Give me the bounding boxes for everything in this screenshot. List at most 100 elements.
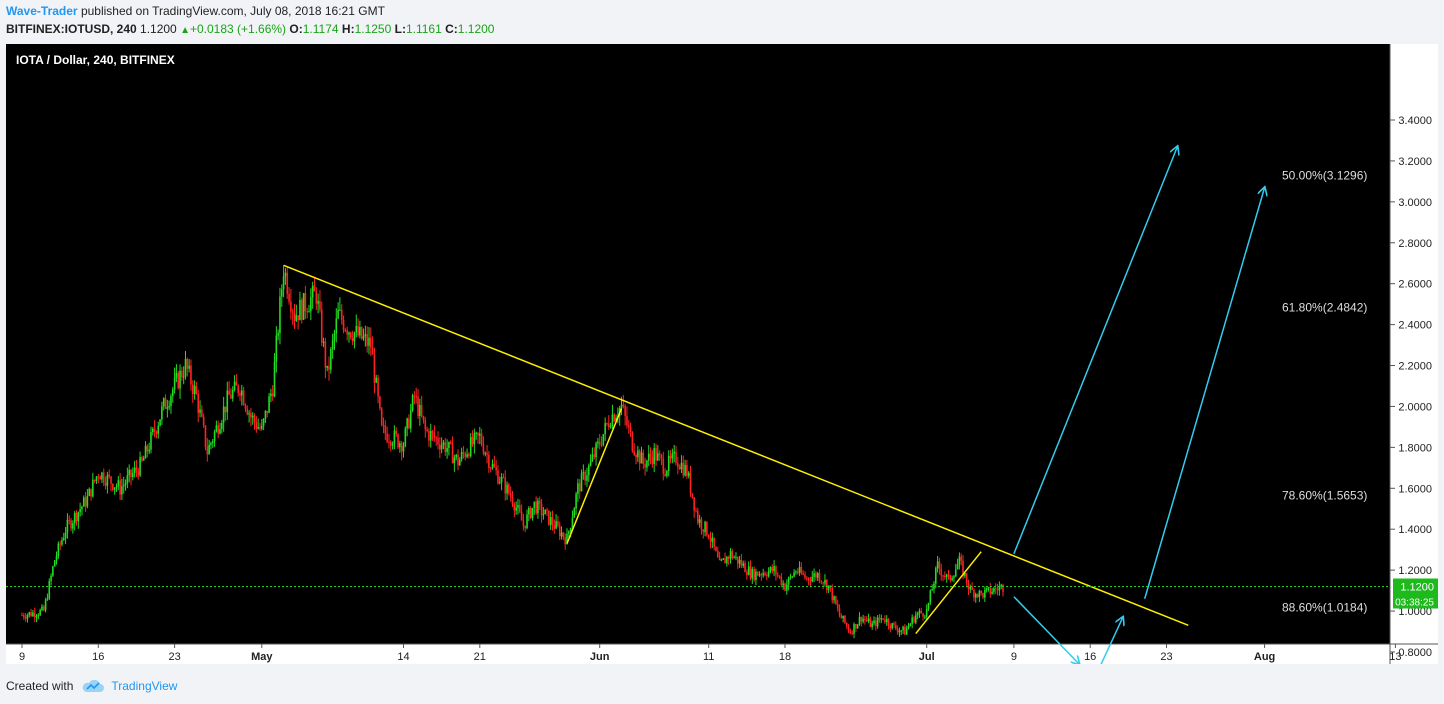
candle-body bbox=[331, 340, 334, 350]
x-tick-label: 21 bbox=[474, 651, 486, 663]
candle-body bbox=[166, 407, 169, 409]
candle-body bbox=[811, 576, 814, 582]
candle-body bbox=[350, 332, 352, 338]
candle-body bbox=[375, 377, 378, 383]
candle-body bbox=[190, 365, 192, 385]
projection-arrow bbox=[1013, 147, 1178, 555]
candle-body bbox=[397, 434, 399, 448]
candle-body bbox=[588, 465, 590, 476]
candle-body bbox=[560, 532, 563, 537]
candle-body bbox=[171, 389, 174, 397]
candle-body bbox=[110, 476, 112, 484]
candle-body bbox=[756, 571, 759, 576]
candle-body bbox=[942, 575, 944, 577]
time-axis[interactable] bbox=[6, 644, 1438, 664]
candle-body bbox=[1002, 584, 1004, 592]
candle-body bbox=[317, 300, 319, 304]
candle-body bbox=[731, 551, 734, 558]
candle-body bbox=[417, 396, 419, 417]
candle-body bbox=[420, 404, 423, 416]
candle-body bbox=[348, 332, 350, 335]
candle-body bbox=[128, 469, 130, 476]
candle-body bbox=[362, 336, 365, 339]
candle-body bbox=[184, 358, 187, 377]
candle-body bbox=[162, 398, 165, 407]
candle-body bbox=[762, 573, 764, 576]
candle-body bbox=[958, 556, 961, 565]
candle-body bbox=[702, 529, 705, 533]
candle-body bbox=[308, 311, 310, 313]
candle-body bbox=[330, 349, 332, 370]
candle-body bbox=[936, 561, 939, 569]
candle-body bbox=[133, 467, 136, 474]
candle-body bbox=[173, 377, 176, 390]
candle-body bbox=[782, 583, 784, 586]
y-tick-label: 2.0000 bbox=[1398, 401, 1432, 413]
x-tick-label: 9 bbox=[19, 651, 25, 663]
candle-body bbox=[39, 609, 41, 616]
candle-body bbox=[835, 596, 837, 605]
candle-body bbox=[678, 466, 681, 470]
change-value: +0.0183 (+1.66%) bbox=[189, 22, 287, 36]
candle-body bbox=[591, 454, 594, 461]
candle-body bbox=[736, 556, 739, 564]
candle-body bbox=[479, 433, 481, 436]
candle-body bbox=[807, 577, 810, 581]
open-value: 1.1174 bbox=[302, 22, 339, 36]
candle-body bbox=[887, 618, 890, 626]
candle-body bbox=[241, 390, 243, 396]
candle-body bbox=[535, 501, 537, 514]
candle-body bbox=[213, 431, 216, 442]
candle-body bbox=[815, 573, 817, 578]
x-tick-label: 11 bbox=[703, 651, 714, 663]
publish-info: Wave-Trader published on TradingView.com… bbox=[6, 4, 385, 18]
candle-body bbox=[885, 618, 888, 623]
candle-body bbox=[626, 415, 628, 426]
candle-body bbox=[239, 393, 241, 396]
candle-body bbox=[802, 573, 804, 575]
candle-body bbox=[664, 473, 666, 476]
candle-body bbox=[142, 458, 145, 461]
fib-level-label: 50.00%(3.1296) bbox=[1282, 168, 1367, 182]
candle-body bbox=[909, 623, 912, 627]
current-price-badge bbox=[1393, 578, 1438, 595]
price-axis[interactable] bbox=[1390, 44, 1438, 664]
candle-body bbox=[775, 566, 777, 575]
tradingview-link[interactable]: TradingView bbox=[111, 679, 178, 693]
candle-body bbox=[511, 496, 514, 505]
candle-body bbox=[644, 464, 646, 468]
candle-body bbox=[771, 567, 774, 572]
candle-body bbox=[695, 510, 697, 512]
candle-body bbox=[915, 615, 917, 623]
candle-body bbox=[933, 583, 935, 590]
candle-body bbox=[982, 593, 984, 598]
candle-body bbox=[290, 301, 292, 312]
current-price-label: 1.1200 bbox=[1400, 581, 1434, 593]
candle-body bbox=[686, 464, 688, 477]
author-link[interactable]: Wave-Trader bbox=[6, 4, 78, 18]
candle-body bbox=[776, 574, 779, 576]
last-price: 1.1200 bbox=[140, 22, 177, 36]
candle-body bbox=[399, 443, 401, 448]
candle-body bbox=[691, 493, 694, 498]
candle-body bbox=[217, 425, 219, 434]
candle-body bbox=[633, 451, 636, 455]
candle-body bbox=[237, 385, 239, 394]
candle-body bbox=[531, 507, 534, 518]
candle-body bbox=[638, 450, 641, 464]
candle-body bbox=[113, 487, 116, 490]
candle-body bbox=[818, 573, 821, 582]
candle-body bbox=[528, 507, 530, 515]
candle-body bbox=[495, 467, 497, 471]
candle-body bbox=[905, 628, 908, 635]
candle-body bbox=[489, 468, 492, 470]
candle-body bbox=[657, 453, 659, 461]
candle-body bbox=[869, 618, 872, 627]
candle-body bbox=[904, 626, 906, 635]
countdown-badge bbox=[1393, 594, 1438, 609]
chart-container[interactable]: 0.8000 1.0000 1.2000 1.4000 1.6000 1.8000 2.00… bbox=[6, 44, 1438, 664]
price-chart[interactable]: 0.8000 1.0000 1.2000 1.4000 1.6000 1.8000 2.00… bbox=[6, 44, 1438, 664]
candle-body bbox=[253, 415, 256, 423]
x-tick-label: May bbox=[251, 651, 273, 663]
candle-body bbox=[557, 521, 559, 526]
